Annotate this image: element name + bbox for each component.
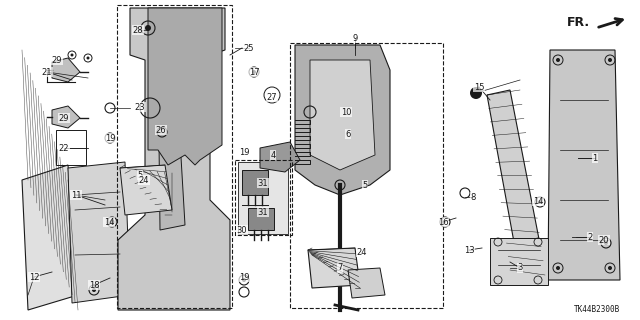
Text: 24: 24 [139, 175, 149, 185]
Text: 18: 18 [89, 281, 99, 290]
Text: 19: 19 [239, 273, 249, 282]
Circle shape [242, 278, 246, 282]
Bar [290, 43, 443, 308]
Text: 10: 10 [340, 108, 351, 116]
Circle shape [92, 288, 96, 292]
Polygon shape [238, 162, 288, 234]
Bar [56, 130, 86, 165]
Polygon shape [158, 55, 185, 230]
Polygon shape [548, 50, 620, 280]
Circle shape [252, 70, 256, 74]
Circle shape [608, 266, 612, 270]
Text: 6: 6 [346, 130, 351, 139]
Polygon shape [52, 106, 80, 128]
Polygon shape [308, 248, 360, 288]
Text: 3: 3 [517, 263, 523, 273]
Text: 13: 13 [464, 245, 474, 254]
Polygon shape [68, 162, 130, 303]
Polygon shape [295, 45, 390, 195]
Polygon shape [22, 165, 78, 310]
Polygon shape [348, 268, 385, 298]
Circle shape [604, 241, 608, 245]
Circle shape [70, 53, 74, 57]
Text: 23: 23 [134, 102, 145, 111]
Polygon shape [52, 58, 80, 82]
Text: 19: 19 [239, 148, 249, 156]
Circle shape [538, 200, 542, 204]
Text: 31: 31 [258, 179, 268, 188]
Polygon shape [148, 8, 222, 165]
Circle shape [109, 220, 115, 225]
Bar [235, 160, 292, 235]
Text: 22: 22 [59, 143, 69, 153]
Text: 14: 14 [532, 196, 543, 205]
Text: 31: 31 [258, 207, 268, 217]
Circle shape [145, 25, 151, 31]
Text: 24: 24 [356, 247, 367, 257]
Text: TK44B2300B: TK44B2300B [573, 305, 620, 314]
Text: 2: 2 [588, 233, 593, 242]
Text: 21: 21 [42, 68, 52, 76]
Text: 14: 14 [104, 218, 115, 227]
Circle shape [556, 58, 560, 62]
Text: FR.: FR. [567, 15, 590, 28]
Polygon shape [260, 142, 300, 172]
Circle shape [470, 87, 482, 99]
Polygon shape [118, 8, 230, 310]
Polygon shape [248, 208, 274, 230]
Bar [117, 5, 232, 308]
Text: 5: 5 [362, 180, 367, 189]
Text: 9: 9 [353, 34, 358, 43]
Text: 12: 12 [29, 273, 39, 282]
Circle shape [86, 57, 90, 60]
Text: 30: 30 [237, 226, 247, 235]
Polygon shape [242, 170, 268, 195]
Text: 15: 15 [474, 83, 484, 92]
Text: 29: 29 [52, 55, 62, 65]
Text: 11: 11 [71, 190, 81, 199]
Text: 16: 16 [438, 218, 448, 227]
Text: 27: 27 [267, 92, 277, 101]
Polygon shape [487, 90, 545, 275]
Polygon shape [310, 60, 375, 170]
Polygon shape [490, 238, 548, 285]
Text: 8: 8 [470, 193, 476, 202]
Text: 28: 28 [132, 26, 143, 35]
Text: 26: 26 [156, 125, 166, 134]
Text: 5: 5 [138, 171, 143, 180]
Circle shape [608, 58, 612, 62]
Text: 29: 29 [59, 114, 69, 123]
Text: 1: 1 [593, 154, 598, 163]
Text: 20: 20 [599, 236, 609, 244]
Text: 25: 25 [244, 44, 254, 52]
Text: 4: 4 [270, 150, 276, 159]
Polygon shape [120, 165, 172, 215]
Text: 19: 19 [105, 133, 115, 142]
Circle shape [556, 266, 560, 270]
Text: 7: 7 [337, 263, 342, 273]
Text: 17: 17 [249, 68, 259, 76]
